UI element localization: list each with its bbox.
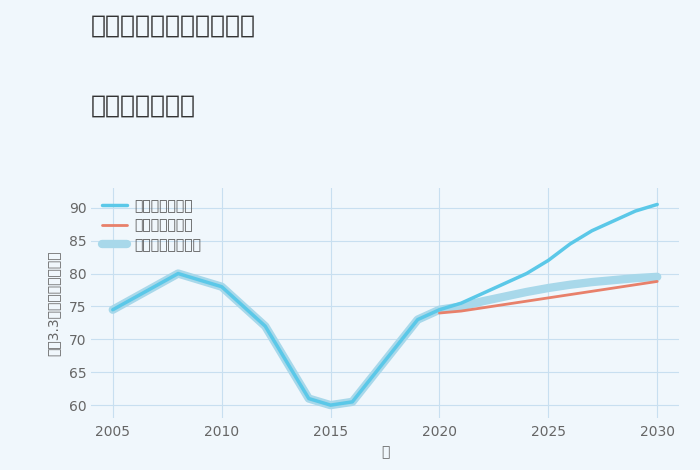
バッドシナリオ (457, 308, 466, 314)
グッドシナリオ (479, 290, 487, 296)
ノーマルシナリオ (500, 294, 509, 299)
ノーマルシナリオ (304, 396, 313, 401)
グッドシナリオ (326, 402, 335, 408)
ノーマルシナリオ (414, 317, 422, 322)
グッドシナリオ (348, 399, 356, 405)
ノーマルシナリオ (631, 275, 640, 281)
グッドシナリオ (435, 307, 444, 313)
ノーマルシナリオ (108, 307, 117, 313)
Text: 大阪府柏原市雁多尾畑の: 大阪府柏原市雁多尾畑の (91, 14, 256, 38)
バッドシナリオ (500, 302, 509, 307)
グッドシナリオ (174, 271, 182, 276)
Legend: グッドシナリオ, バッドシナリオ, ノーマルシナリオ: グッドシナリオ, バッドシナリオ, ノーマルシナリオ (98, 195, 205, 257)
グッドシナリオ (261, 323, 270, 329)
グッドシナリオ (653, 202, 662, 207)
Line: バッドシナリオ: バッドシナリオ (440, 282, 657, 313)
ノーマルシナリオ (435, 307, 444, 313)
グッドシナリオ (108, 307, 117, 313)
グッドシナリオ (500, 281, 509, 286)
X-axis label: 年: 年 (381, 445, 389, 459)
ノーマルシナリオ (566, 282, 574, 288)
Line: ノーマルシナリオ: ノーマルシナリオ (113, 274, 657, 405)
Text: 土地の価格推移: 土地の価格推移 (91, 94, 196, 118)
バッドシナリオ (566, 292, 574, 298)
バッドシナリオ (522, 298, 531, 304)
バッドシナリオ (479, 305, 487, 311)
Line: グッドシナリオ: グッドシナリオ (113, 204, 657, 405)
グッドシナリオ (304, 396, 313, 401)
グッドシナリオ (457, 300, 466, 306)
Y-axis label: 坪（3.3㎡）単価（万円）: 坪（3.3㎡）単価（万円） (47, 251, 61, 356)
ノーマルシナリオ (653, 274, 662, 280)
グッドシナリオ (610, 218, 618, 224)
バッドシナリオ (653, 279, 662, 284)
バッドシナリオ (610, 285, 618, 291)
ノーマルシナリオ (261, 323, 270, 329)
ノーマルシナリオ (544, 285, 552, 291)
グッドシナリオ (588, 228, 596, 234)
ノーマルシナリオ (174, 271, 182, 276)
バッドシナリオ (588, 289, 596, 294)
グッドシナリオ (414, 317, 422, 322)
グッドシナリオ (218, 284, 226, 290)
ノーマルシナリオ (479, 298, 487, 304)
バッドシナリオ (631, 282, 640, 288)
グッドシナリオ (522, 271, 531, 276)
ノーマルシナリオ (522, 289, 531, 295)
ノーマルシナリオ (457, 304, 466, 309)
ノーマルシナリオ (218, 284, 226, 290)
ノーマルシナリオ (610, 277, 618, 283)
ノーマルシナリオ (588, 279, 596, 285)
グッドシナリオ (631, 208, 640, 214)
グッドシナリオ (544, 258, 552, 263)
グッドシナリオ (566, 241, 574, 247)
バッドシナリオ (544, 295, 552, 301)
バッドシナリオ (435, 310, 444, 316)
ノーマルシナリオ (326, 402, 335, 408)
ノーマルシナリオ (348, 399, 356, 405)
